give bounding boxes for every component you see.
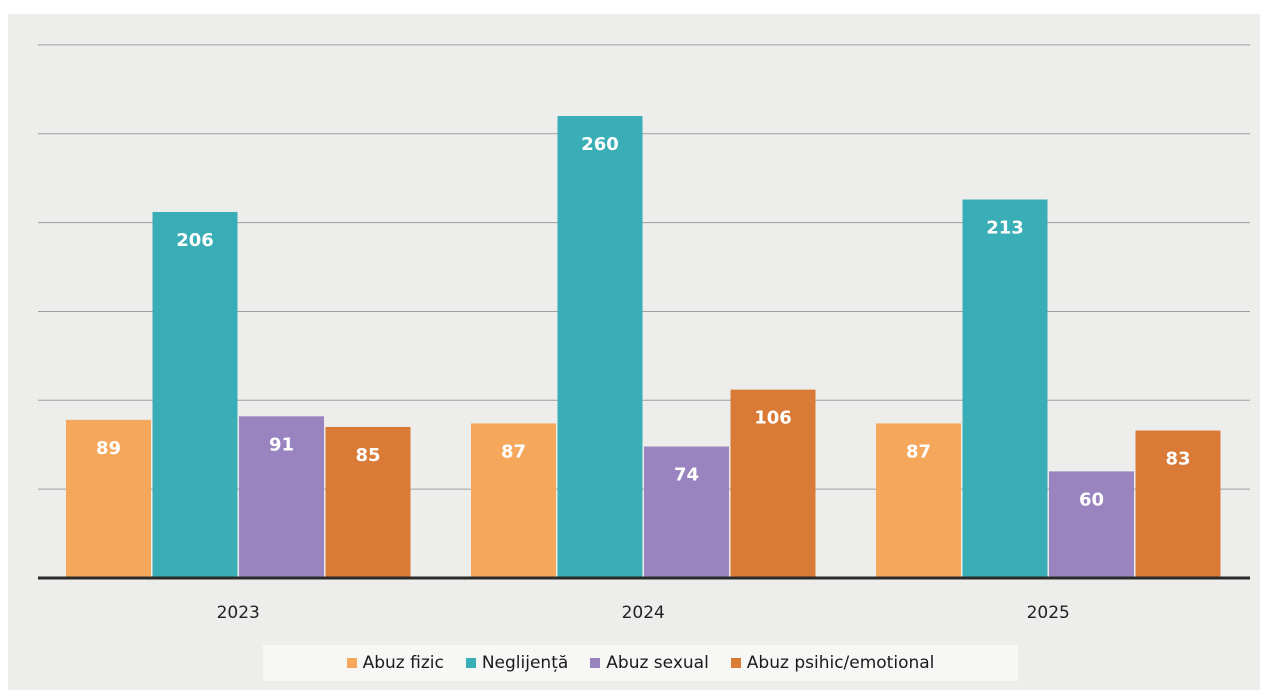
legend-swatch xyxy=(590,658,601,668)
legend-swatch xyxy=(730,658,741,668)
data-label: 87 xyxy=(501,441,526,462)
legend-item: Abuz fizic xyxy=(346,653,444,673)
legend-item: Abuz sexual xyxy=(590,653,709,673)
bar-abuz-fizic-2023 xyxy=(66,419,151,578)
bar-neglijen--2025 xyxy=(962,199,1048,578)
data-label: 260 xyxy=(581,134,619,155)
bar-abuz-psihic-emotional-2024 xyxy=(730,389,816,578)
data-label: 85 xyxy=(355,445,380,466)
x-tick-label: 2025 xyxy=(1027,603,1070,623)
legend: Abuz fizic Neglijență Abuz sexual Abuz psih… xyxy=(263,645,1018,681)
legend-item: Abuz psihic/emotional xyxy=(730,653,935,673)
bar-abuz-sexual-2025 xyxy=(1049,471,1134,578)
x-tick-label: 2023 xyxy=(217,603,260,623)
data-label: 91 xyxy=(269,434,294,455)
data-label: 106 xyxy=(754,408,792,429)
bar-abuz-fizic-2024 xyxy=(471,423,556,578)
legend-label: Abuz fizic xyxy=(362,653,444,673)
x-tick-label: 2024 xyxy=(622,603,665,623)
legend-swatch xyxy=(465,658,476,668)
bar-abuz-sexual-2023 xyxy=(239,416,324,578)
legend-label: Abuz psihic/emotional xyxy=(746,653,935,673)
data-label: 60 xyxy=(1079,489,1104,510)
data-label: 74 xyxy=(674,465,699,486)
data-label: 83 xyxy=(1165,449,1190,470)
data-label: 213 xyxy=(986,218,1024,239)
legend-label: Neglijență xyxy=(481,653,569,673)
legend-swatch xyxy=(346,658,357,668)
bar-abuz-fizic-2025 xyxy=(876,423,961,578)
legend-label: Abuz sexual xyxy=(606,653,709,673)
bar-abuz-sexual-2024 xyxy=(644,446,729,578)
data-label: 87 xyxy=(906,441,931,462)
bar-abuz-psihic-emotional-2025 xyxy=(1135,430,1221,578)
legend-item: Neglijență xyxy=(465,653,569,673)
data-label: 206 xyxy=(176,230,214,251)
bar-neglijen--2024 xyxy=(557,116,643,579)
bar-abuz-psihic-emotional-2023 xyxy=(325,426,411,578)
bar-neglijen--2023 xyxy=(152,211,238,578)
data-label: 89 xyxy=(96,438,121,459)
